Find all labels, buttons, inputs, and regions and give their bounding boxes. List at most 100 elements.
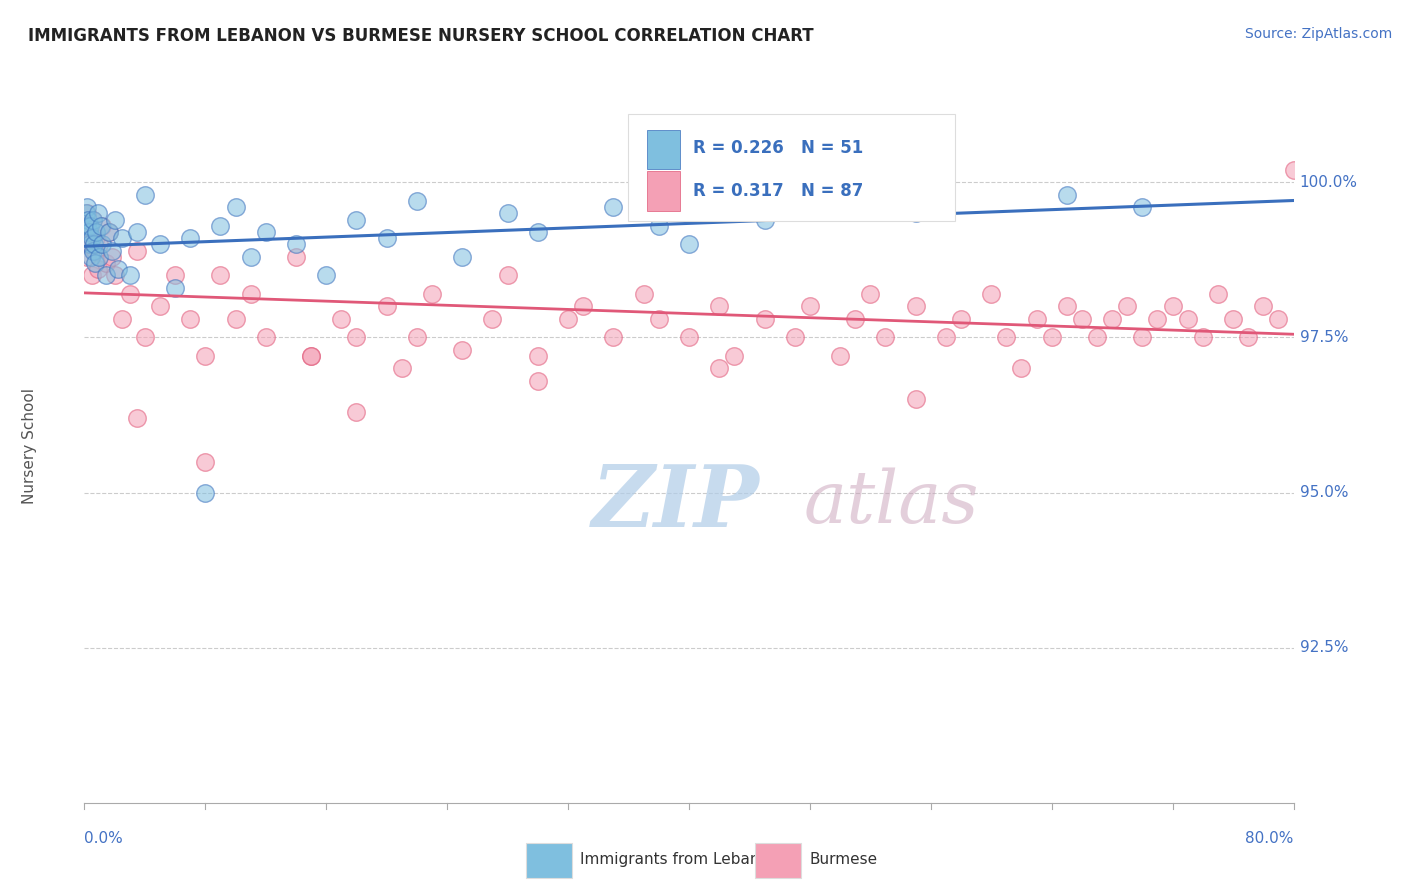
Text: R = 0.317   N = 87: R = 0.317 N = 87 xyxy=(693,182,863,200)
Point xyxy=(1146,311,1168,326)
Point xyxy=(527,349,550,363)
Point xyxy=(420,287,443,301)
Point xyxy=(678,330,700,344)
Text: 92.5%: 92.5% xyxy=(1299,640,1348,655)
Point xyxy=(648,219,671,233)
Point xyxy=(830,349,852,363)
Point xyxy=(225,311,247,326)
Text: 100.0%: 100.0% xyxy=(1299,175,1358,190)
Point xyxy=(194,485,217,500)
Point xyxy=(118,268,141,283)
Point xyxy=(239,250,262,264)
Point xyxy=(80,250,103,264)
Bar xyxy=(755,844,801,878)
Point xyxy=(134,187,156,202)
Point xyxy=(89,250,111,264)
Point xyxy=(375,299,398,313)
Point xyxy=(77,225,100,239)
Point xyxy=(1206,287,1229,301)
Point xyxy=(79,219,101,233)
Bar xyxy=(526,844,572,878)
Point xyxy=(90,219,112,233)
Point xyxy=(572,299,595,313)
Point xyxy=(79,237,101,252)
Point xyxy=(1011,361,1033,376)
Point xyxy=(104,268,127,283)
Point xyxy=(754,212,776,227)
Point xyxy=(299,349,322,363)
Point xyxy=(299,349,322,363)
Point xyxy=(254,330,277,344)
Point xyxy=(557,311,579,326)
Point xyxy=(1071,311,1094,326)
Point xyxy=(179,311,201,326)
Point xyxy=(77,212,100,227)
Point xyxy=(1237,330,1260,344)
Point xyxy=(86,225,108,239)
Point xyxy=(950,311,973,326)
Point xyxy=(783,330,806,344)
Point xyxy=(127,411,149,425)
Point xyxy=(1132,330,1154,344)
Point xyxy=(127,225,149,239)
Point xyxy=(799,299,821,313)
Point xyxy=(602,200,624,214)
Point xyxy=(94,268,117,283)
Point xyxy=(527,225,550,239)
Point xyxy=(107,262,129,277)
Point xyxy=(165,268,187,283)
Point xyxy=(678,237,700,252)
Point xyxy=(935,330,957,344)
Point xyxy=(165,281,187,295)
FancyBboxPatch shape xyxy=(628,114,955,221)
Point xyxy=(77,237,100,252)
Text: Source: ZipAtlas.com: Source: ZipAtlas.com xyxy=(1244,27,1392,41)
Bar xyxy=(647,130,681,169)
Point xyxy=(709,299,731,313)
Point xyxy=(451,250,474,264)
Point xyxy=(527,374,550,388)
Point xyxy=(723,349,745,363)
Point xyxy=(225,200,247,214)
Point xyxy=(91,219,114,233)
Point xyxy=(1132,200,1154,214)
Text: Immigrants from Lebanon: Immigrants from Lebanon xyxy=(581,853,779,867)
Point xyxy=(904,392,927,407)
Point xyxy=(859,287,882,301)
Point xyxy=(648,311,671,326)
Point xyxy=(127,244,149,258)
Point xyxy=(77,225,100,239)
Point xyxy=(1056,187,1078,202)
Point xyxy=(97,225,120,239)
Point xyxy=(1282,162,1305,177)
Point xyxy=(111,231,134,245)
Point xyxy=(149,299,172,313)
Point xyxy=(76,219,98,233)
Point xyxy=(149,237,172,252)
Point xyxy=(1267,311,1289,326)
Point xyxy=(100,244,122,258)
Point xyxy=(87,206,110,220)
Point xyxy=(89,237,111,252)
Point xyxy=(285,250,308,264)
Point xyxy=(111,311,134,326)
Point xyxy=(375,231,398,245)
Point xyxy=(406,194,429,208)
Text: Nursery School: Nursery School xyxy=(22,388,38,504)
Point xyxy=(179,231,201,245)
Point xyxy=(80,268,103,283)
Point xyxy=(194,454,217,468)
Point xyxy=(1192,330,1215,344)
Point xyxy=(391,361,413,376)
Point xyxy=(97,225,120,239)
Text: IMMIGRANTS FROM LEBANON VS BURMESE NURSERY SCHOOL CORRELATION CHART: IMMIGRANTS FROM LEBANON VS BURMESE NURSE… xyxy=(28,27,814,45)
Text: ZIP: ZIP xyxy=(592,461,761,545)
Point xyxy=(315,268,337,283)
Point xyxy=(844,311,866,326)
Point xyxy=(76,206,98,220)
Text: R = 0.226   N = 51: R = 0.226 N = 51 xyxy=(693,139,863,157)
Point xyxy=(602,330,624,344)
Point xyxy=(330,311,353,326)
Point xyxy=(346,212,368,227)
Point xyxy=(1040,330,1063,344)
